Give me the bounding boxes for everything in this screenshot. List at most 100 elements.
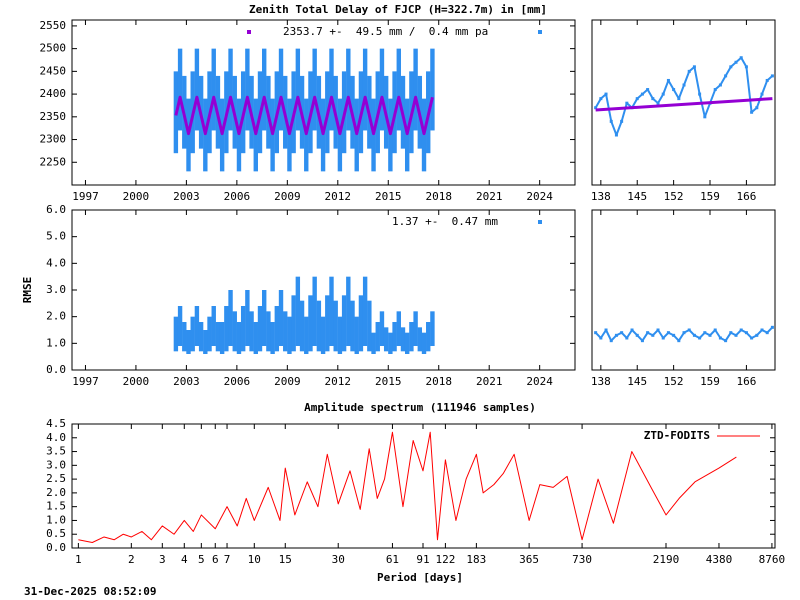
range-bar <box>224 306 229 352</box>
range-bar <box>333 300 338 352</box>
x-tick-label: 2012 <box>325 190 352 203</box>
page-title: Zenith Total Delay of FJCP (H=322.7m) in… <box>249 3 547 16</box>
point <box>744 65 748 69</box>
x-tick-label: 145 <box>627 190 647 203</box>
x-tick-label: 1997 <box>72 190 99 203</box>
range-bar <box>186 330 191 354</box>
range-bar <box>274 306 280 352</box>
range-bar <box>215 322 221 352</box>
x-tick-label: 138 <box>591 375 611 388</box>
range-bar <box>341 295 347 352</box>
point <box>640 92 644 96</box>
range-bar <box>337 316 343 354</box>
range-bar <box>261 290 267 346</box>
x-tick-label: 152 <box>664 375 684 388</box>
point <box>630 328 634 332</box>
x-tick-label: 2021 <box>476 375 503 388</box>
x-tick-label: 138 <box>591 190 611 203</box>
point <box>708 333 712 337</box>
x-tick-label: 2006 <box>224 375 251 388</box>
y-tick-label: 3.5 <box>46 445 66 458</box>
range-bar <box>198 322 204 352</box>
x-tick-label: 2000 <box>123 375 150 388</box>
y-tick-label: 2550 <box>40 19 67 32</box>
annotation: 1.37 +- 0.47 mm <box>392 215 498 228</box>
point <box>614 333 618 337</box>
x-axis-label: Period [days] <box>377 571 463 584</box>
range-bar <box>426 322 431 352</box>
x-tick-label: 145 <box>627 375 647 388</box>
point <box>625 101 629 105</box>
point <box>682 83 686 87</box>
point <box>620 331 624 335</box>
range-bar <box>203 330 208 354</box>
point <box>651 333 655 337</box>
range-bar <box>409 322 414 352</box>
x-tick-label: 4 <box>181 553 188 566</box>
range-bar <box>413 48 418 131</box>
y-tick-label: 4.0 <box>46 256 66 269</box>
plot-frame <box>591 19 776 186</box>
range-bar <box>430 311 435 346</box>
range-bar <box>261 48 267 131</box>
range-bar <box>232 311 237 352</box>
range-bar <box>190 316 195 352</box>
x-tick-label: 30 <box>332 553 345 566</box>
point <box>770 74 774 78</box>
range-bar <box>421 332 427 354</box>
range-bar <box>404 332 410 354</box>
y-tick-label: 3.0 <box>46 283 66 296</box>
range-bar <box>240 306 246 352</box>
y-tick-label: 0.0 <box>46 363 66 376</box>
x-tick-label: 8760 <box>759 553 786 566</box>
range-bar <box>245 48 250 131</box>
range-bar <box>207 316 212 352</box>
point <box>734 60 738 64</box>
range-bar <box>312 276 317 346</box>
point <box>724 74 728 78</box>
x-tick-label: 7 <box>224 553 231 566</box>
x-tick-label: 1 <box>75 553 82 566</box>
point <box>729 331 733 335</box>
point <box>750 110 754 114</box>
range-bar <box>266 311 271 352</box>
point <box>604 328 608 332</box>
point <box>765 78 769 82</box>
point <box>594 106 598 110</box>
y-tick-label: 3.0 <box>46 458 66 471</box>
point <box>672 88 676 92</box>
x-tick-label: 2009 <box>274 375 301 388</box>
range-bar <box>219 322 225 354</box>
x-tick-label: 4380 <box>706 553 733 566</box>
point <box>687 328 691 332</box>
annotation: 2353.7 +- 49.5 mm / 0.4 mm pa <box>283 25 488 38</box>
point <box>646 331 650 335</box>
range-bar <box>346 48 351 131</box>
y-tick-label: 1.5 <box>46 500 66 513</box>
range-bar <box>177 306 183 346</box>
range-bar <box>249 311 254 352</box>
x-tick-label: 1997 <box>72 375 99 388</box>
range-bar <box>308 295 313 352</box>
point <box>594 331 598 335</box>
range-bar <box>375 322 380 352</box>
range-bar <box>362 48 368 131</box>
x-tick-label: 2015 <box>375 375 402 388</box>
point <box>724 339 728 343</box>
point <box>677 339 681 343</box>
plot-frame <box>591 209 776 371</box>
y-tick-label: 2250 <box>40 155 67 168</box>
point <box>718 83 722 87</box>
point <box>729 65 733 69</box>
point <box>750 336 754 340</box>
range-bar <box>278 290 284 346</box>
range-bar <box>362 276 368 346</box>
point <box>687 69 691 73</box>
range-bar <box>270 322 275 354</box>
point <box>755 106 759 110</box>
x-tick-label: 6 <box>212 553 219 566</box>
x-tick-label: 61 <box>386 553 399 566</box>
x-tick-label: 183 <box>466 553 486 566</box>
plot-frame <box>71 209 576 371</box>
x-tick-label: 5 <box>198 553 205 566</box>
